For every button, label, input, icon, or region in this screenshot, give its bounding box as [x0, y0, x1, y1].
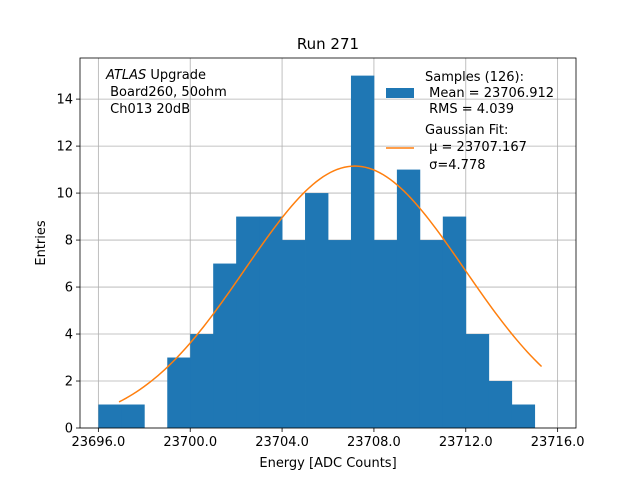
y-axis-label: Entries — [34, 220, 49, 266]
annotation-line-1: ATLAS Upgrade — [105, 68, 206, 83]
histogram-bar — [167, 357, 191, 428]
x-tick-label: 23716.0 — [531, 435, 585, 450]
gaussian-fit-line — [118, 165, 543, 403]
y-tick-label: 14 — [56, 93, 73, 108]
x-tick-label: 23696.0 — [71, 435, 125, 450]
y-tick-label: 0 — [65, 422, 73, 437]
legend-samples-line-1: Samples (126): — [425, 70, 524, 85]
annotation-atlas: ATLAS — [105, 68, 146, 83]
legend: Samples (126): Mean = 23706.912 RMS = 4.… — [386, 70, 554, 173]
legend-fit-line-3: σ=4.778 — [425, 158, 485, 173]
annotation-upgrade: Upgrade — [146, 68, 206, 83]
y-tick-label: 4 — [65, 328, 73, 343]
histogram-bar — [488, 381, 513, 428]
histogram-bar — [442, 216, 467, 428]
gaussian-fit — [118, 165, 543, 403]
legend-samples-line-2: Mean = 23706.912 — [425, 86, 554, 101]
histogram-bar — [328, 240, 352, 428]
y-tick-label: 8 — [65, 234, 73, 249]
annotation-line-2: Board260, 50ohm — [106, 85, 227, 100]
histogram-bar — [350, 75, 375, 428]
histogram-bar — [236, 216, 260, 428]
axes: 23696.0 23700.0 23704.0 23708.0 23712.0 23716… — [56, 57, 585, 450]
legend-fit-line-2: μ = 23707.167 — [425, 140, 527, 155]
x-tick-label: 23708.0 — [347, 435, 401, 450]
y-tick-label: 12 — [56, 140, 73, 155]
legend-samples-line-3: RMS = 4.039 — [425, 102, 514, 117]
histogram-bar — [121, 404, 145, 428]
histogram-bar — [396, 169, 421, 429]
axes-frame — [79, 57, 577, 429]
x-tick-label: 23700.0 — [163, 435, 217, 450]
annotation-line-3: Ch013 20dB — [106, 102, 190, 117]
histogram-bar — [305, 193, 329, 428]
legend-fit-line-1: Gaussian Fit: — [425, 123, 508, 138]
annotation-box: ATLAS Upgrade Board260, 50ohm Ch013 20dB — [105, 68, 227, 117]
histogram-bar — [213, 263, 237, 428]
histogram-bar — [98, 404, 122, 428]
histogram-bar — [259, 216, 283, 428]
legend-swatch-samples — [386, 88, 414, 98]
histogram-bar — [373, 240, 398, 428]
histogram-bar — [465, 334, 490, 428]
histogram-bar — [511, 404, 536, 428]
chart-title: Run 271 — [297, 35, 359, 53]
x-axis-label: Energy [ADC Counts] — [259, 456, 396, 471]
y-tick-label: 6 — [65, 281, 73, 296]
x-tick-label: 23704.0 — [255, 435, 309, 450]
histogram-bars — [98, 75, 536, 429]
y-tick-label: 2 — [65, 375, 73, 390]
histogram-bar — [282, 240, 306, 428]
x-tick-label: 23712.0 — [439, 435, 493, 450]
histogram-bar — [419, 240, 444, 428]
histogram-bar — [190, 334, 214, 428]
y-tick-label: 10 — [56, 187, 73, 202]
